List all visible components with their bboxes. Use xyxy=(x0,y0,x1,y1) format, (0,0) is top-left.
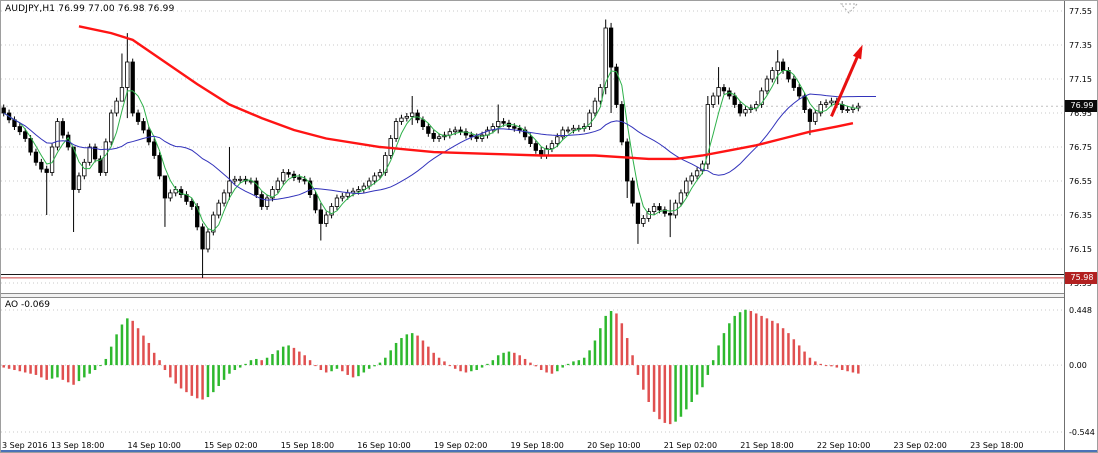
price-tick-label: 76.75 xyxy=(1069,143,1092,152)
ao-gridlines xyxy=(1,309,1064,433)
ao-indicator-label: AO -0.069 xyxy=(5,300,50,310)
ao-histogram xyxy=(2,309,860,425)
time-tick-label: 3 Sep 2016 xyxy=(2,441,48,450)
time-tick-label: 20 Sep 10:00 xyxy=(587,441,641,450)
time-tick-label: 23 Sep 02:00 xyxy=(893,441,947,450)
main-price-chart[interactable] xyxy=(1,1,1064,293)
time-tick-label: 13 Sep 18:00 xyxy=(50,441,105,450)
window-bottom-edge xyxy=(1,450,1097,452)
ao-tick-label: 0.00 xyxy=(1069,361,1087,371)
price-tick-label: 77.35 xyxy=(1069,41,1092,50)
price-tick-label: 76.35 xyxy=(1069,211,1092,220)
time-tick-label: 21 Sep 02:00 xyxy=(663,441,718,450)
time-axis[interactable]: 3 Sep 2016 13 Sep 18:00 14 Sep 10:00 15 Sep… xyxy=(1,440,1064,452)
awesome-oscillator-panel[interactable] xyxy=(1,298,1064,438)
time-tick-label: 15 Sep 02:00 xyxy=(204,441,258,450)
ao-tick-label: -0.544 xyxy=(1069,428,1095,437)
time-tick-label: 14 Sep 10:00 xyxy=(127,441,181,450)
price-axis[interactable]: 76.99 75.98 77.55 77.35 77.15 76.95 76.75 76.… xyxy=(1064,1,1097,450)
gray-arrow-object xyxy=(839,3,859,14)
price-tick-label: 76.95 xyxy=(1069,109,1092,118)
panel-separator[interactable] xyxy=(1,293,1097,298)
candles-layer xyxy=(1,19,861,278)
time-tick-label: 16 Sep 10:00 xyxy=(357,441,411,450)
price-tick-label: 77.55 xyxy=(1069,7,1092,16)
current-price-badge: 76.99 xyxy=(1065,100,1097,113)
trend-arrow-annotation xyxy=(830,44,863,117)
ao-tick-label: 0.448 xyxy=(1069,306,1092,315)
time-tick-label: 21 Sep 18:00 xyxy=(740,441,794,450)
moving-averages-layer xyxy=(3,25,876,232)
time-tick-label: 19 Sep 18:00 xyxy=(510,441,564,450)
price-tick-label: 76.55 xyxy=(1069,177,1092,186)
time-tick-label: 19 Sep 02:00 xyxy=(433,441,488,450)
price-gridlines xyxy=(1,10,1064,284)
support-price-badge: 75.98 xyxy=(1065,271,1097,284)
time-tick-label: 15 Sep 18:00 xyxy=(280,441,335,450)
chart-symbol-label: AUDJPY,H1 76.99 77.00 76.98 76.99 xyxy=(5,4,175,14)
price-tick-label: 77.15 xyxy=(1069,75,1092,84)
time-tick-label: 22 Sep 10:00 xyxy=(816,441,871,450)
time-tick-label: 23 Sep 18:00 xyxy=(970,441,1024,450)
price-tick-label: 76.15 xyxy=(1069,245,1092,254)
